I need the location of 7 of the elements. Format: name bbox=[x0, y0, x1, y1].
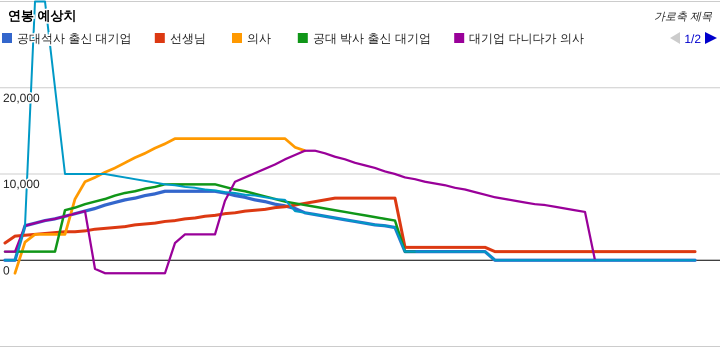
legend-label: 선생님 bbox=[170, 32, 206, 46]
legend-label: 공대 박사 출신 대기업 bbox=[312, 32, 431, 46]
y-tick-label: 0 bbox=[3, 263, 10, 278]
legend-label: 대기업 다니다가 의사 bbox=[469, 32, 584, 46]
annotation: 1/2 bbox=[684, 32, 702, 46]
legend-label: 의사 bbox=[247, 32, 271, 46]
x-axis-title: 가로축 제목 bbox=[654, 11, 713, 23]
